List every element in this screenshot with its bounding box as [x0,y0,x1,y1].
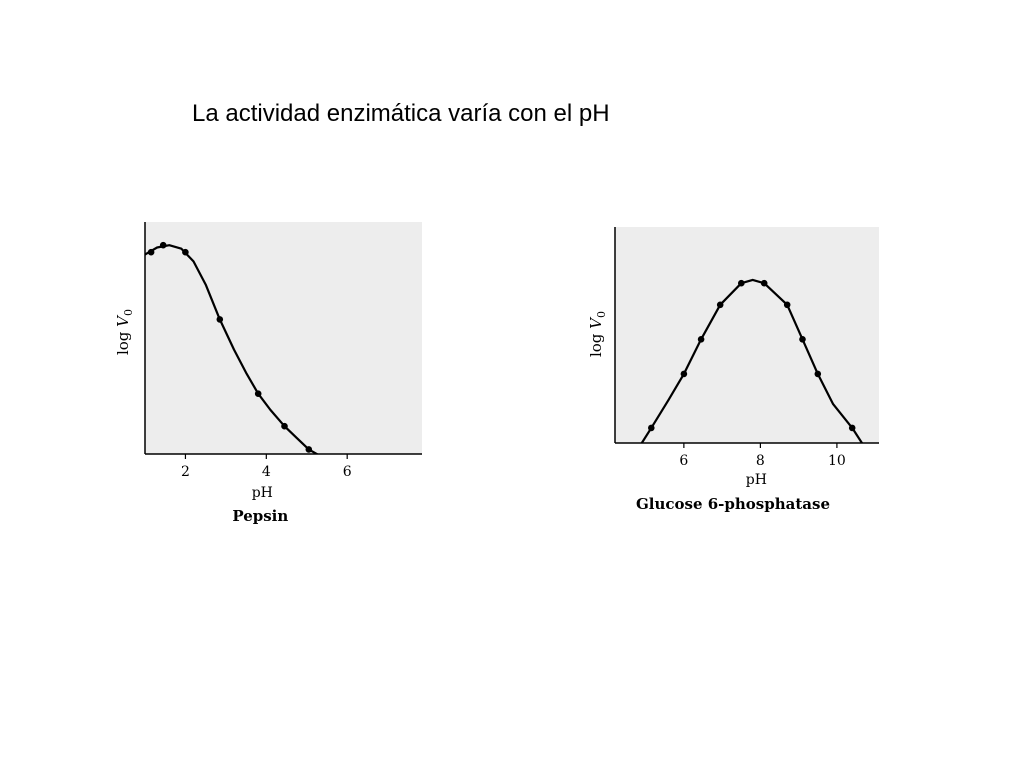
series-line [145,244,320,454]
chart-title: Pepsin [232,507,288,525]
y-axis-label: log V0 [587,311,608,357]
y-axis-label-var: V [587,316,605,329]
x-tick-label: 6 [679,453,688,469]
data-point [254,390,262,398]
data-point [216,316,224,323]
x-axis-label: pH [252,485,273,501]
data-point [648,424,655,432]
chart-title: Glucose 6-phosphatase [636,495,830,513]
data-point [760,279,768,287]
glucose-6-phosphatase-chart: 6 8 10 pH Glucose 6-phosphatase log V0 [587,227,879,513]
x-tick-label: 10 [828,453,846,469]
y-axis-label: log V0 [114,309,135,355]
x-tick-label: 2 [181,464,190,480]
data-point [147,248,155,256]
data-point [738,279,745,287]
data-point [783,301,791,309]
data-point [697,336,705,343]
x-tick-label: 6 [343,464,352,480]
data-point [305,446,313,453]
slide-title: La actividad enzimática varía con el pH [192,100,610,127]
plot-background [145,222,422,454]
y-axis-label-sub: 0 [122,309,135,316]
data-point [281,422,288,430]
y-axis-label-sub: 0 [595,311,608,318]
x-tick-label: 4 [262,464,271,480]
x-tick-label: 8 [756,453,765,469]
data-point [848,424,856,432]
data-point [182,248,189,256]
y-axis-label-log: log [114,327,132,355]
data-point [680,370,688,378]
y-axis-label-var: V [114,314,132,327]
series-line [640,278,864,443]
data-point [799,336,806,343]
data-point [716,301,724,309]
x-axis-label: pH [746,472,767,488]
data-point [814,370,822,378]
y-axis-label-log: log [587,329,605,357]
pepsin-chart: 2 4 6 pH Pepsin log V0 [114,222,422,525]
data-point [159,241,167,249]
